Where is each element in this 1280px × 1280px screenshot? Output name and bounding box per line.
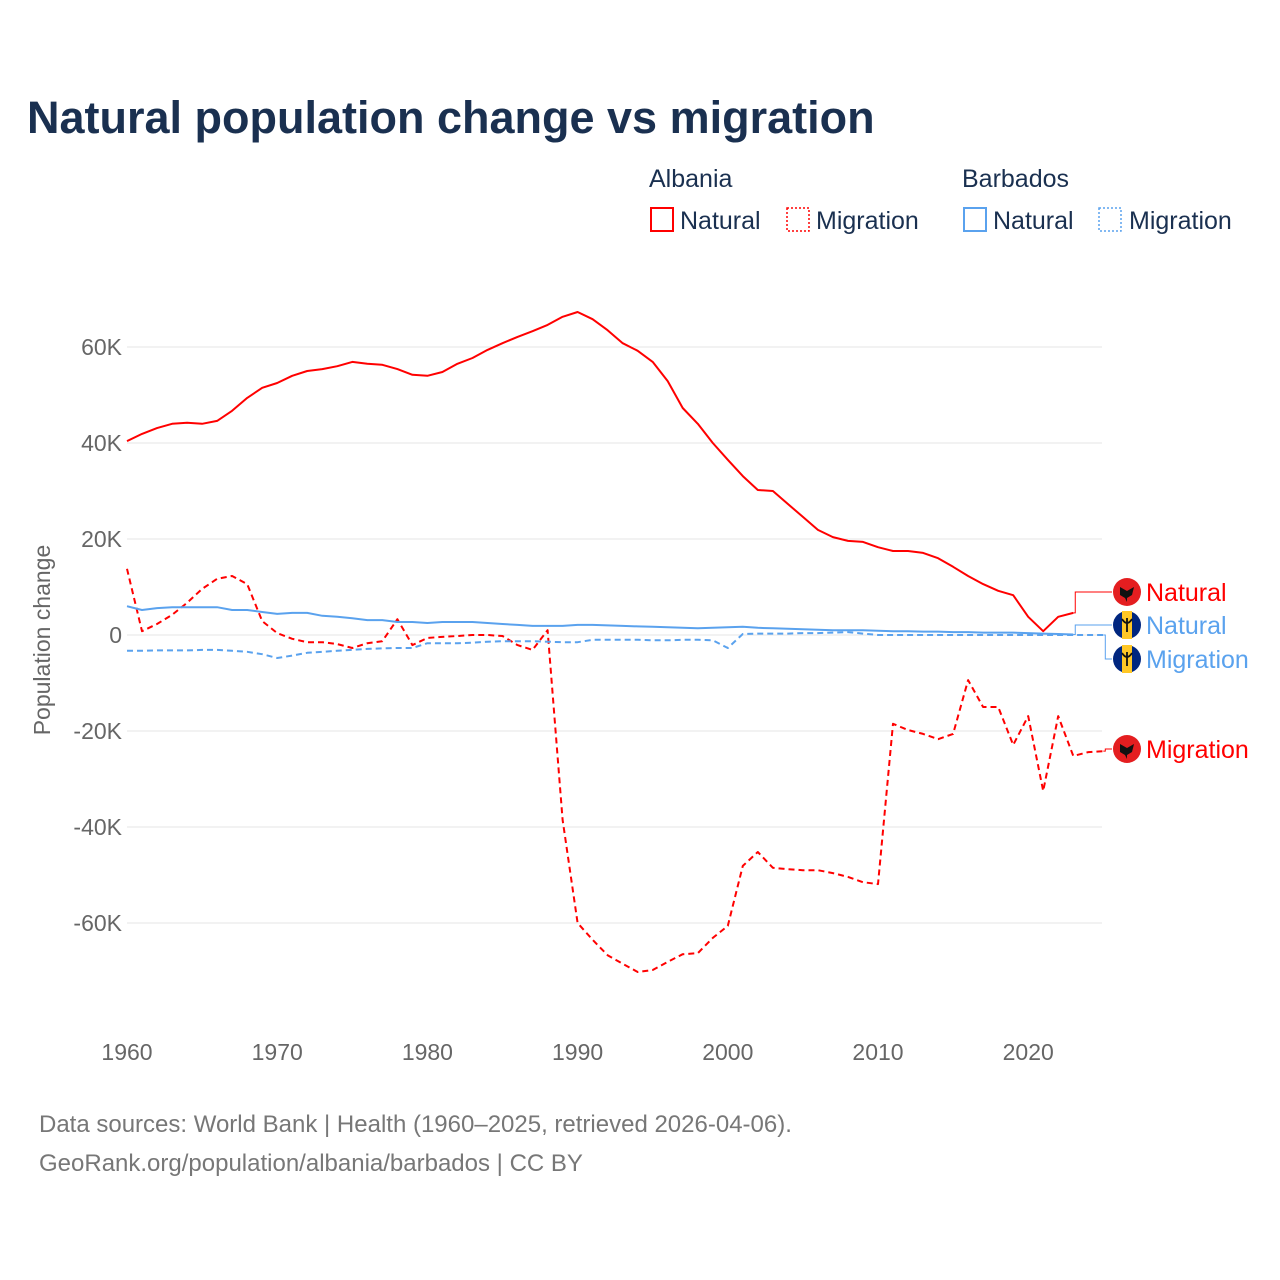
- flag-icon-albania: [1113, 578, 1141, 606]
- end-label: Natural: [1146, 612, 1227, 640]
- legend-label-albania-migration[interactable]: Migration: [816, 207, 919, 235]
- trident-icon: [1121, 652, 1133, 666]
- flag-icon-albania: [1113, 735, 1141, 763]
- trident-icon: [1121, 618, 1133, 632]
- end-label-connector: [1103, 748, 1112, 752]
- legend-swatch-albania-natural: [650, 207, 674, 232]
- end-label-connector: [1073, 591, 1112, 614]
- series-line-barbados-natural: [126, 605, 1074, 636]
- flag-icon-barbados: [1113, 611, 1141, 639]
- legend-swatch-albania-migration: [786, 207, 810, 232]
- legend-label-barbados-migration[interactable]: Migration: [1129, 207, 1232, 235]
- series-line-albania-migration: [126, 568, 1104, 973]
- end-label-connector: [1073, 624, 1112, 636]
- footer-credit: GeoRank.org/population/albania/barbados …: [39, 1150, 583, 1177]
- chart-title: Natural population change vs migration: [27, 92, 875, 143]
- end-label-connector: [1103, 634, 1112, 660]
- x-tick-label: 1980: [402, 1039, 453, 1065]
- x-tick-label: 2010: [852, 1039, 903, 1065]
- footer-source: Data sources: World Bank | Health (1960–…: [39, 1111, 792, 1138]
- y-tick-label: 0: [109, 622, 122, 648]
- legend: Albania Natural Migration Barbados Natur…: [649, 165, 1232, 235]
- series-line-barbados-migration: [127, 631, 1104, 659]
- legend-swatch-barbados-natural: [963, 207, 987, 232]
- flag-icon-barbados: [1113, 645, 1141, 673]
- y-tick-label: 20K: [81, 526, 123, 552]
- legend-swatch-barbados-migration: [1098, 207, 1122, 232]
- x-tick-label: 1960: [101, 1039, 152, 1065]
- y-tick-label: 40K: [81, 430, 123, 456]
- legend-label-barbados-natural[interactable]: Natural: [993, 207, 1074, 235]
- series-line-albania-natural: [126, 311, 1074, 633]
- end-label: Migration: [1146, 736, 1249, 764]
- x-tick-label: 1970: [252, 1039, 303, 1065]
- y-tick-label: -60K: [73, 910, 122, 936]
- legend-group-barbados: Barbados: [962, 165, 1069, 193]
- y-tick-label: -40K: [73, 814, 122, 840]
- x-tick-label: 2000: [702, 1039, 753, 1065]
- y-axis-label: Population change: [29, 545, 55, 736]
- legend-group-albania: Albania: [649, 165, 732, 193]
- x-tick-label: 1990: [552, 1039, 603, 1065]
- eagle-icon: [1120, 744, 1134, 759]
- x-tick-label: 2020: [1003, 1039, 1054, 1065]
- y-tick-label: 60K: [81, 334, 123, 360]
- eagle-icon: [1120, 587, 1134, 602]
- y-tick-label: -20K: [73, 718, 122, 744]
- end-label: Migration: [1146, 646, 1249, 674]
- end-label: Natural: [1146, 579, 1227, 607]
- legend-label-albania-natural[interactable]: Natural: [680, 207, 761, 235]
